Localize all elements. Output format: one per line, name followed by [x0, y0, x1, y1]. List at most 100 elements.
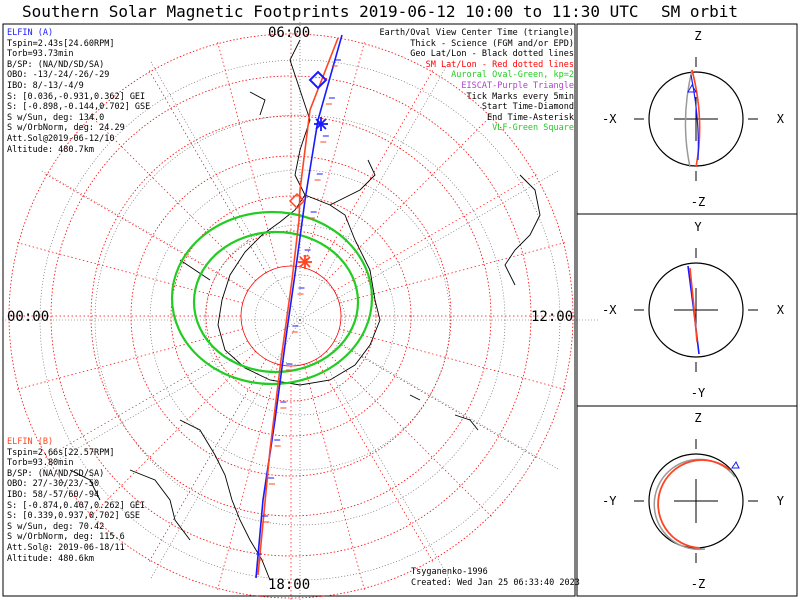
sm-lat-circle — [130, 155, 452, 477]
axis-label-down: -Z — [691, 577, 705, 591]
legend-entry: EISCAT-Purple Triangle — [461, 80, 574, 91]
sm-lon-line — [326, 114, 493, 281]
axis-label-up: Z — [694, 29, 701, 43]
axis-label-down: -Z — [691, 195, 705, 209]
axis-label-left: -X — [602, 112, 617, 126]
elfin-b-line: Att.Sol@: 2019-06-18/11 — [7, 542, 125, 553]
legend-entry: Auroral Oval-Green, kp=2 — [451, 70, 574, 81]
sm-lat-circle — [170, 195, 412, 437]
elfin-a-line: Altitude: 480.7km — [7, 144, 94, 155]
axis-label-left: -X — [602, 303, 617, 317]
sm-lon-line — [334, 173, 538, 292]
geo-lon-line — [299, 319, 451, 580]
sm-lon-line — [303, 364, 366, 592]
sm-lon-line — [216, 40, 279, 268]
elfin-a-name: ELFIN (A) — [7, 28, 54, 38]
sm-lon-line — [89, 114, 256, 281]
coastline-segment — [289, 39, 311, 196]
sm-lon-line — [44, 173, 248, 292]
sm-lon-line — [216, 364, 279, 592]
elfin-a-line: IBO: 8/-13/-4/9 — [7, 80, 84, 91]
axis-label-down: -Y — [691, 386, 706, 400]
sm-grid — [6, 31, 576, 600]
geo-grid — [0, 20, 600, 600]
coastline-segment — [179, 419, 271, 581]
legend: Earth/Oval View Center Time (triangle) Th… — [380, 28, 574, 134]
coastline-segment — [129, 469, 191, 541]
sm-lon-line — [148, 359, 267, 563]
sm-lon-line — [339, 241, 567, 304]
elfin-a-track — [255, 34, 343, 579]
axis-label-up: Z — [694, 411, 701, 425]
elfin-b-line: Altitude: 480.6km — [7, 553, 94, 564]
geo-lon-line — [299, 60, 451, 321]
legend-entry: VLF-Green Square — [492, 123, 574, 134]
elfin-b-line: IBO: 58/-57/60/-94 — [7, 489, 100, 500]
coastline-segment — [409, 394, 421, 401]
auroral-oval — [170, 210, 374, 386]
elfin-b-info: ELFIN (B) Tspin=2.66s[22.57RPM] Torb=93.8… — [7, 437, 145, 564]
model-credit: Tsyganenko-1996 — [411, 567, 488, 577]
sm-lon-line — [315, 359, 434, 563]
mlt-label-top: 06:00 — [268, 25, 311, 41]
elfin-a-line: Att.Sol@2019-06-12/10 — [7, 133, 115, 144]
elfin-b-end-asterisk — [298, 255, 312, 269]
auroral-oval-poleward — [170, 210, 374, 386]
geo-lon-line — [149, 60, 301, 321]
geo-lon-line — [149, 319, 301, 580]
geo-lat-circle — [39, 59, 561, 581]
legend-entry: Tick Marks every 5min — [466, 91, 574, 102]
orbit-path-b — [689, 267, 698, 343]
orbit-path-shadow — [684, 69, 693, 168]
elfin-a-line: S: [0.036,-0.931,0.362] GEI — [7, 91, 146, 102]
orbit-frame — [576, 23, 798, 597]
geo-lon-line — [40, 319, 301, 471]
map-frame — [2, 23, 576, 597]
elfin-a-info: ELFIN (A) Tspin=2.43s[24.60RPM] Torb=93.7… — [7, 28, 150, 155]
sm-lat-circle — [205, 230, 377, 402]
coastline-segment — [249, 91, 266, 116]
sm-lon-line — [44, 340, 248, 459]
elfin-a-line: Torb=93.73min — [7, 49, 74, 60]
auroral-oval-equatorward — [192, 230, 360, 374]
legend-entry: Earth/Oval View Center Time (triangle) — [379, 28, 574, 38]
elfin-a-line: B/SP: (NA/ND/SD/SA) — [7, 59, 105, 70]
elfin-b-name: ELFIN (B) — [7, 437, 54, 447]
orbit-panel-1: Z -Z -X X — [602, 29, 785, 209]
coastline-segment — [454, 414, 479, 431]
mlt-label-left: 00:00 — [7, 309, 50, 325]
legend-entry: Start Time-Diamond — [481, 102, 574, 113]
elfin-b-line: OBO: 27/-30/23/-50 — [7, 479, 100, 490]
coastline-segment — [329, 159, 376, 206]
created-timestamp: Created: Wed Jan 25 06:33:40 2023 — [411, 577, 580, 588]
orbit-path-b — [657, 459, 731, 549]
legend-entry: End Time-Asterisk — [487, 112, 574, 123]
axis-label-left: -Y — [602, 494, 617, 508]
geo-lon-line — [299, 319, 560, 471]
orbit-panels: Z -Z -X X Y -Y -X X Z -Z -Y Y — [576, 23, 798, 597]
legend-entry: SM Lat/Lon - Red dotted lines — [425, 59, 574, 70]
elfin-b-line: S: [0.339,0.937,0.702] GSE — [7, 511, 141, 522]
sm-lat-circle — [240, 265, 342, 367]
axis-label-up: Y — [694, 220, 702, 234]
elfin-a-line: S w/OrbNorm, deg: 24.29 — [7, 123, 125, 134]
elfin-b-line: S: [-0.874,0.407,0.262] GEI — [7, 500, 146, 511]
asterisk-stroke — [315, 118, 327, 130]
polar-map — [0, 20, 600, 600]
view-triangle — [687, 83, 697, 93]
sm-lon-line — [339, 328, 567, 391]
plot-title: Southern Solar Magnetic Footprints 2019-… — [22, 2, 639, 21]
coastline-segment — [179, 259, 211, 281]
legend-entry: Thick - Science (FGM and/or EPD) — [410, 38, 574, 49]
geo-lon-line — [299, 169, 560, 321]
axis-label-right: X — [777, 112, 785, 126]
elfin-b-track — [257, 37, 339, 576]
elfin-a-line: S: [-0.898,-0.144,0.702] GSE — [7, 102, 151, 113]
axis-label-right: Y — [777, 494, 785, 508]
elfin-a-start-diamond — [308, 70, 328, 90]
orbit-panel-2: Y -Y -X X — [602, 220, 785, 400]
sm-lat-circle — [90, 115, 492, 517]
orbit-title: SM orbit — [661, 2, 739, 21]
mlt-label-bottom: 18:00 — [268, 577, 311, 593]
